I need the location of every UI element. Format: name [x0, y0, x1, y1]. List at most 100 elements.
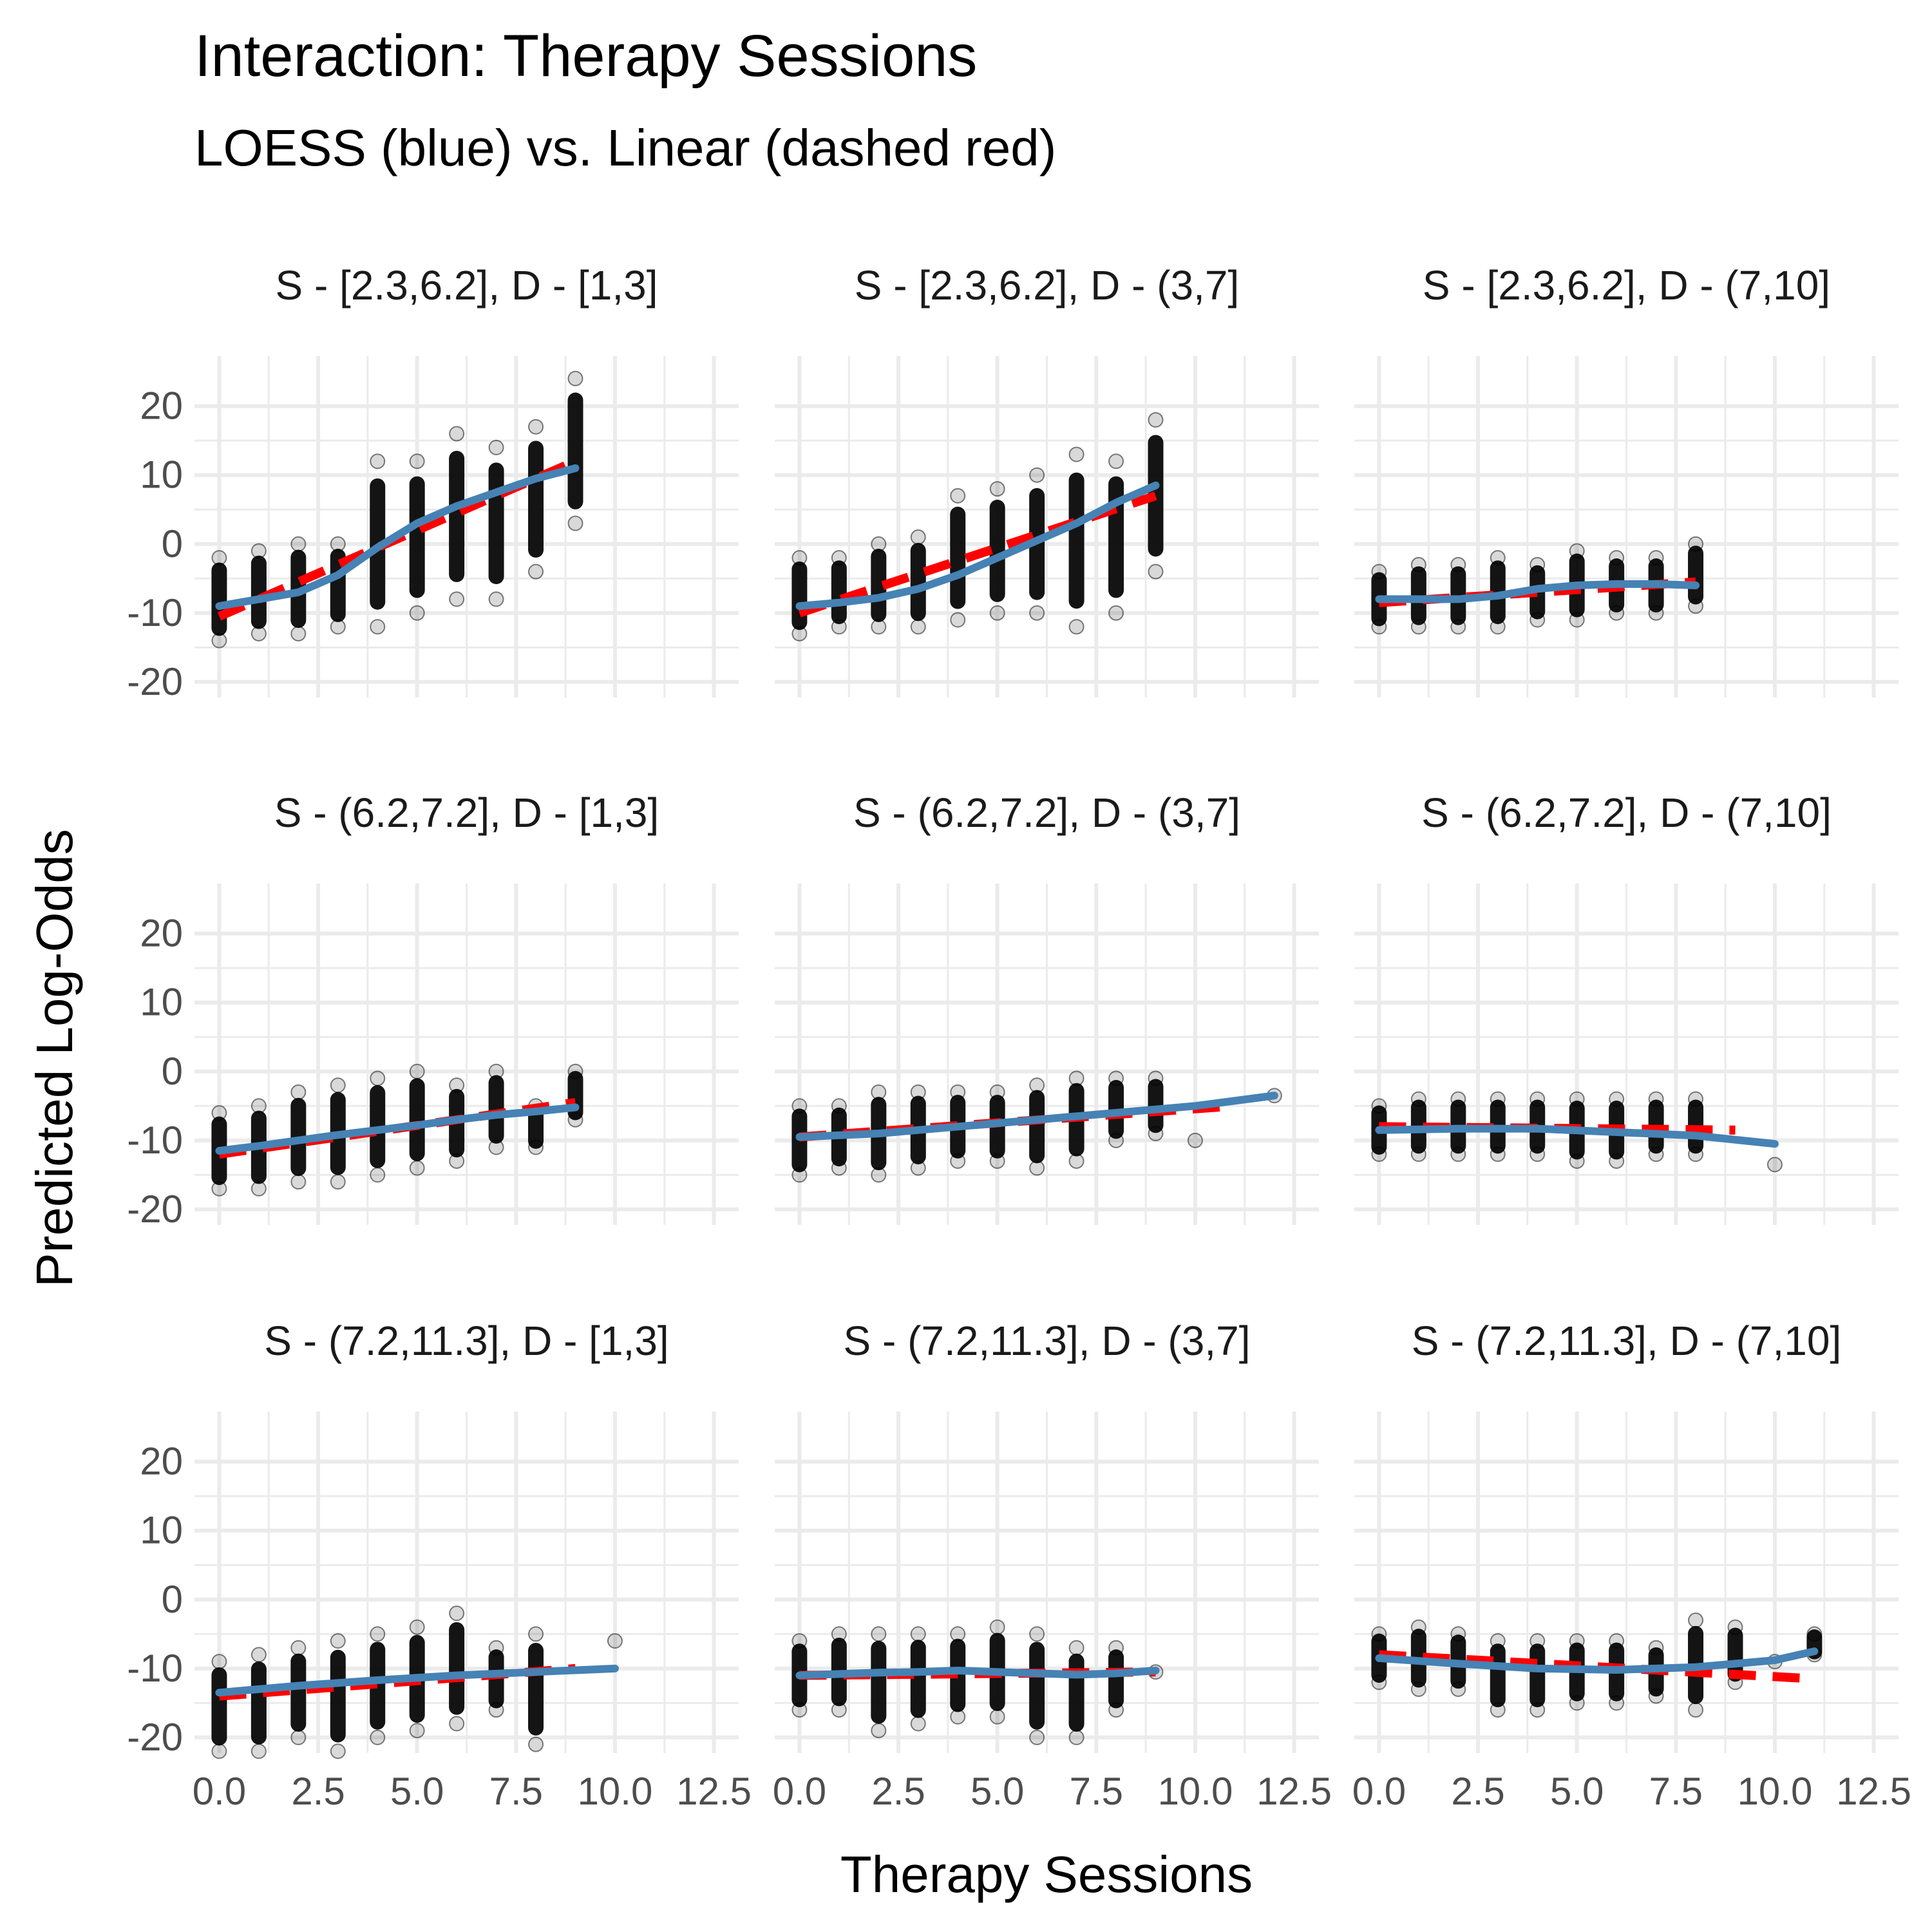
data-point: [871, 1723, 887, 1739]
data-point: [251, 1647, 267, 1663]
data-point: [290, 1174, 307, 1190]
linear-fit-line: [1379, 1650, 1815, 1683]
data-point: [1068, 1729, 1084, 1745]
x-tick-label: 2.5: [871, 1770, 925, 1813]
x-tick-label: 5.0: [971, 1770, 1024, 1813]
x-tick-label: 0.0: [193, 1770, 246, 1813]
data-point: [989, 605, 1005, 621]
data-point: [1068, 1640, 1084, 1656]
x-tick-label: 0.0: [773, 1770, 826, 1813]
facet-panel: S - [2.3,6.2], D - (3,7]: [775, 262, 1319, 697]
data-point: [528, 419, 544, 435]
y-tick-label: 0: [162, 1578, 183, 1621]
data-point: [989, 481, 1005, 497]
y-tick-label: 10: [140, 453, 183, 497]
data-point: [1688, 1702, 1704, 1718]
data-point: [1766, 1157, 1783, 1173]
data-point: [950, 612, 966, 628]
data-point: [1029, 1626, 1045, 1642]
point-group: [211, 370, 583, 649]
x-tick-label: 2.5: [291, 1770, 345, 1813]
data-point: [290, 625, 307, 641]
data-point: [449, 1605, 465, 1622]
point-group: [791, 1619, 1164, 1745]
facet-label: S - (6.2,7.2], D - (3,7]: [853, 790, 1240, 836]
x-tick-label: 10.0: [1738, 1770, 1813, 1813]
loess-fit-line: [795, 1667, 1160, 1680]
data-point: [488, 591, 504, 607]
data-point: [1068, 619, 1084, 635]
data-point: [989, 1619, 1005, 1635]
facet-label: S - [2.3,6.2], D - [1,3]: [275, 262, 658, 308]
panel-grid: [194, 884, 739, 1225]
data-point: [409, 1160, 425, 1176]
data-point: [330, 1174, 346, 1190]
data-point: [370, 619, 386, 635]
loess-fit-line: [215, 1103, 580, 1155]
y-tick-label: 0: [162, 1050, 183, 1093]
point-group: [211, 1605, 623, 1759]
point-group: [791, 1070, 1282, 1183]
panel-grid: [1354, 356, 1899, 697]
data-point: [330, 1743, 346, 1759]
data-point: [370, 453, 386, 469]
facet-panel: S - [2.3,6.2], D - [1,3] 20 10 0 -10 -20: [127, 262, 739, 703]
facet-label: S - (6.2,7.2], D - [1,3]: [274, 790, 659, 836]
data-point: [528, 564, 544, 580]
data-point: [567, 370, 583, 386]
x-tick-label: 7.5: [1649, 1770, 1703, 1813]
data-point: [607, 1633, 623, 1649]
loess-fit-line: [795, 1092, 1278, 1141]
data-point: [370, 1626, 386, 1642]
y-tick-label: 20: [140, 384, 183, 428]
data-point: [409, 1619, 425, 1635]
panel-grid: [194, 1412, 739, 1753]
point-group: [791, 412, 1164, 641]
data-point: [910, 619, 926, 635]
data-point: [1148, 412, 1164, 428]
data-point: [910, 1626, 926, 1642]
loess-fit-line: [215, 464, 580, 611]
facet-label: S - (7.2,11.3], D - (3,7]: [844, 1318, 1251, 1364]
x-tick-label: 2.5: [1451, 1770, 1504, 1813]
chart-subtitle: LOESS (blue) vs. Linear (dashed red): [194, 119, 1056, 176]
facet-label: S - [2.3,6.2], D - (7,10]: [1423, 262, 1830, 308]
y-axis-title: Predicted Log-Odds: [26, 829, 83, 1287]
y-tick-label: 10: [140, 981, 183, 1024]
data-point: [409, 605, 425, 621]
data-point: [409, 453, 425, 469]
data-point: [528, 1736, 544, 1752]
y-tick-label: 0: [162, 522, 183, 565]
x-tick-label: 10.0: [1158, 1770, 1233, 1813]
chart-title: Interaction: Therapy Sessions: [194, 23, 977, 89]
data-point: [449, 1716, 465, 1732]
panel-grid: [1354, 1412, 1899, 1753]
facet-panel: S - (6.2,7.2], D - (3,7]: [775, 790, 1319, 1225]
panel-grid: [775, 356, 1319, 697]
data-point: [1029, 1729, 1045, 1745]
x-axis-title: Therapy Sessions: [840, 1846, 1253, 1903]
y-tick-label: 20: [140, 1440, 183, 1483]
panel-grid: [194, 356, 739, 697]
data-point: [910, 529, 926, 545]
data-point: [1068, 446, 1084, 462]
data-point: [449, 426, 465, 442]
loess-fit-line: [1375, 580, 1700, 603]
data-point: [409, 1063, 425, 1079]
facet-label: S - (6.2,7.2], D - (7,10]: [1421, 790, 1832, 836]
data-point: [370, 1729, 386, 1745]
x-tick-label: 12.5: [1836, 1770, 1911, 1813]
data-point: [910, 1716, 926, 1732]
data-point: [449, 591, 465, 607]
loess-fit-line: [795, 481, 1160, 611]
data-point: [488, 439, 504, 455]
y-tick-label: -10: [127, 1119, 183, 1162]
facet-label: S - (7.2,11.3], D - (7,10]: [1412, 1318, 1842, 1364]
data-point: [330, 1077, 346, 1094]
facet-label: S - [2.3,6.2], D - (3,7]: [855, 262, 1240, 308]
data-point: [1108, 605, 1124, 621]
data-point: [290, 1640, 307, 1656]
y-tick-label: 10: [140, 1509, 183, 1552]
